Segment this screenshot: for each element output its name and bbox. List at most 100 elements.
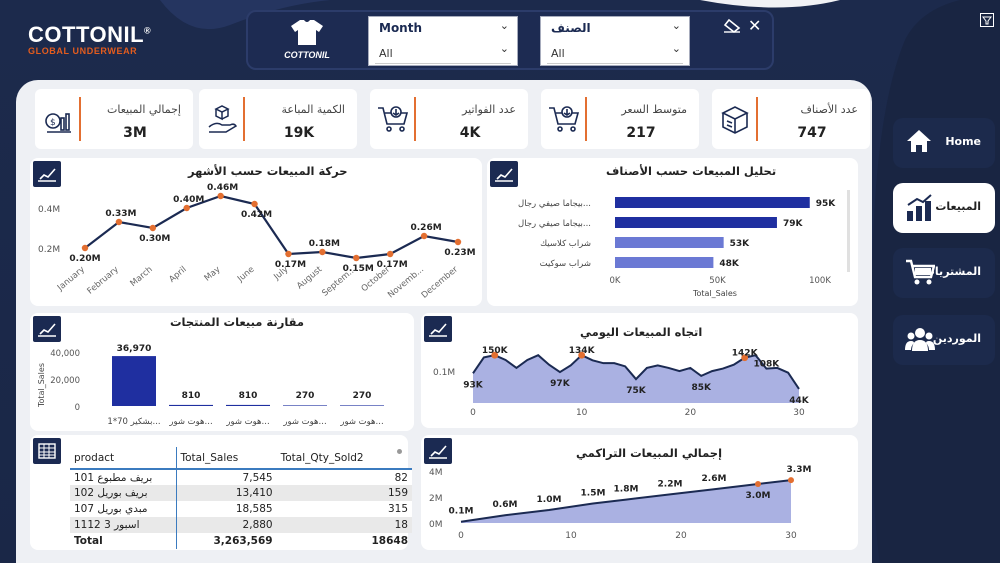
y-tick-label: 0M xyxy=(429,520,443,530)
data-point xyxy=(755,481,761,487)
table-cell: 159 xyxy=(387,487,408,499)
table-cell: 315 xyxy=(387,503,408,515)
table-cell: 82 xyxy=(394,471,408,484)
eraser-icon[interactable] xyxy=(722,18,742,38)
data-label: 2.2M xyxy=(658,479,683,489)
data-label: 36,970 xyxy=(117,344,152,354)
bar xyxy=(169,404,213,406)
close-icon[interactable]: ✕ xyxy=(748,16,762,35)
data-label: 0.6M xyxy=(493,500,518,510)
category-label: شراب سوكيت xyxy=(540,259,591,269)
data-point xyxy=(788,477,794,484)
cart-icon xyxy=(906,259,935,285)
data-label: 108K xyxy=(754,360,781,370)
data-point xyxy=(81,244,89,252)
nav-suppliers[interactable]: الموردين xyxy=(893,315,995,365)
month-filter[interactable]: Month ⌄ All ⌄ xyxy=(368,16,518,66)
line-chart-icon xyxy=(424,438,452,464)
cart-down-icon xyxy=(547,95,581,143)
data-label: 95K xyxy=(816,199,837,209)
data-label: 0.1M xyxy=(449,507,474,517)
product-comparison-card xyxy=(30,313,414,431)
kpi-value: 3M xyxy=(123,125,147,141)
kpi-average-price: متوسط السعر 217 xyxy=(541,89,699,149)
table-cell: 7,545 xyxy=(242,471,273,484)
kpi-value: 217 xyxy=(626,125,656,141)
table-row[interactable]: بريف مطبوع 101 7,545 82 xyxy=(70,469,412,485)
cumulative-sales-title: إجمالي المبيعات التراكمي xyxy=(576,446,723,460)
kpi-divider xyxy=(585,97,587,141)
x-tick-label: 30 xyxy=(785,531,797,541)
data-label: 85K xyxy=(691,383,712,393)
bar xyxy=(615,197,810,208)
kpi-item-count: عدد الأصناف 747 xyxy=(712,89,870,149)
home-icon xyxy=(907,130,931,152)
y-tick-label: 0 xyxy=(75,403,80,413)
data-label: 0.42M xyxy=(241,210,272,220)
table-row[interactable]: اسبور 3 1112 2,880 18 xyxy=(70,517,412,533)
y-tick-label: 4M xyxy=(429,468,443,478)
brand-logo: COTTONIL® GLOBAL UNDERWEAR xyxy=(28,22,151,56)
svg-text:$: $ xyxy=(50,118,56,128)
data-point xyxy=(251,200,258,208)
table-cell: مبدي بوريل 107 xyxy=(70,501,177,517)
column-header[interactable]: Total_Qty_Sold2 xyxy=(276,447,412,470)
category-filter[interactable]: الصنف ⌄ All ⌄ xyxy=(540,16,690,66)
data-point xyxy=(454,238,462,246)
category-sales-card xyxy=(487,158,858,306)
kpi-divider xyxy=(243,97,245,141)
y-tick-label: 2M xyxy=(429,494,443,504)
nav-sales[interactable]: المبيعات xyxy=(893,183,995,233)
kpi-divider xyxy=(756,97,758,141)
product-comparison-chart: Total_Sales 40,000 20,000 0 36,970 بشكير 70*1… xyxy=(37,344,384,427)
kpi-title: عدد الفواتير xyxy=(462,103,516,116)
brand-name: COTTONIL xyxy=(28,22,145,47)
kpi-divider xyxy=(414,97,416,141)
data-label: 2.6M xyxy=(702,474,727,484)
nav-label: المبيعات xyxy=(935,200,981,213)
table-cell: 18,585 xyxy=(235,503,273,515)
filter-icon[interactable] xyxy=(980,12,994,31)
kpi-title: متوسط السعر xyxy=(621,103,687,116)
box-list-icon xyxy=(718,95,752,143)
data-point xyxy=(115,218,123,226)
data-label: 270 xyxy=(296,391,315,401)
x-tick-label: 10 xyxy=(565,531,577,541)
column-header[interactable]: prodact xyxy=(70,447,177,470)
data-point xyxy=(353,254,360,262)
table-row[interactable]: بريف بوريل 102 13,410 159 xyxy=(70,485,412,501)
category-select[interactable]: All xyxy=(547,44,683,64)
y-tick-label: 40,000 xyxy=(50,349,80,359)
data-label: 1.8M xyxy=(614,485,639,495)
y-tick-label: 0.4M xyxy=(38,205,60,215)
table-row[interactable]: مبدي بوريل 107 18,585 315 xyxy=(70,501,412,517)
nav-purchases[interactable]: المشتريات xyxy=(893,248,995,298)
month-select[interactable]: All xyxy=(375,44,511,64)
kpi-divider xyxy=(79,97,81,141)
data-label: 810 xyxy=(239,391,258,401)
badge-text: COTTONIL xyxy=(284,50,330,60)
tshirt-icon xyxy=(291,20,323,45)
kpi-quantity-sold: الكمية المباعة 19K xyxy=(199,89,357,149)
data-label: 0.23M xyxy=(444,248,475,258)
data-point xyxy=(741,354,749,362)
kpi-invoice-count: عدد الفواتير 4K xyxy=(370,89,528,149)
line-chart-icon xyxy=(33,316,61,342)
nav-home[interactable]: Home xyxy=(893,118,995,168)
data-label: 1.0M xyxy=(537,495,562,505)
category-label: بشكير 70*1... xyxy=(107,417,160,427)
data-point xyxy=(285,250,292,258)
category-label: هوت شور... xyxy=(339,417,383,427)
line-chart-icon xyxy=(33,161,61,187)
brand-badge: COTTONIL xyxy=(272,18,342,64)
column-header[interactable]: Total_Sales xyxy=(176,447,277,470)
data-label: 3.0M xyxy=(746,491,771,501)
filter-bar: COTTONIL Month ⌄ All ⌄ الصنف ⌄ All ⌄ ✕ xyxy=(246,10,774,70)
series-line xyxy=(460,479,792,523)
nav-label: المشتريات xyxy=(923,265,981,278)
data-label: 0.17M xyxy=(275,260,306,270)
nav-label: الموردين xyxy=(932,332,981,345)
data-label: 97K xyxy=(550,379,571,389)
data-label: 270 xyxy=(353,391,372,401)
